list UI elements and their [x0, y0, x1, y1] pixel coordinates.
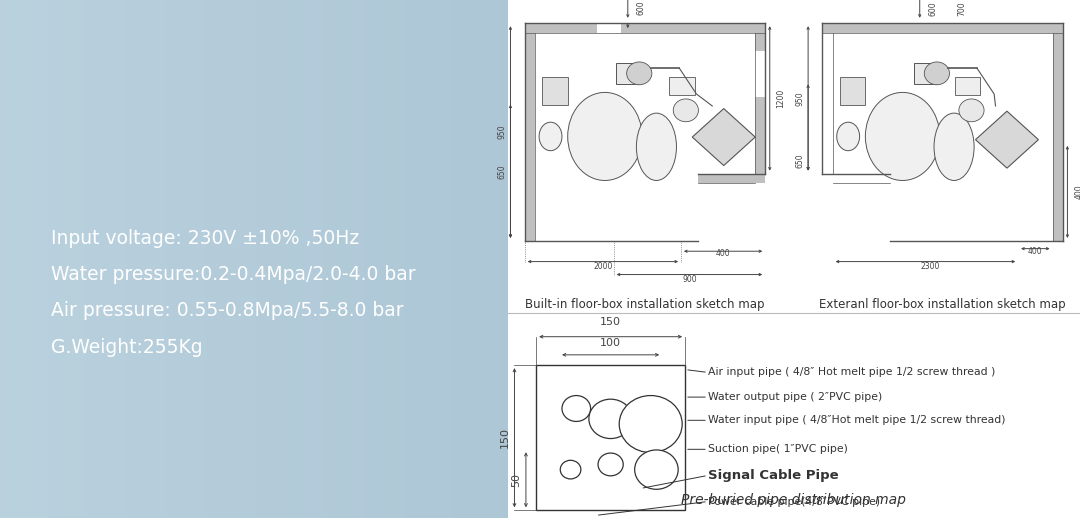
Text: 700: 700	[957, 2, 966, 16]
Bar	[823, 23, 1063, 33]
Text: 600: 600	[636, 1, 646, 15]
Bar	[1053, 23, 1063, 241]
Text: 900: 900	[683, 275, 697, 284]
Circle shape	[561, 461, 581, 479]
Text: 950: 950	[498, 125, 507, 139]
Text: 150: 150	[500, 427, 510, 448]
Text: Exteranl floor-box installation sketch map: Exteranl floor-box installation sketch m…	[820, 298, 1066, 311]
Text: G.Weight:255Kg: G.Weight:255Kg	[51, 338, 202, 356]
Bar	[537, 365, 685, 510]
Text: Suction pipe( 1″PVC pipe): Suction pipe( 1″PVC pipe)	[708, 444, 848, 454]
Bar	[669, 77, 694, 95]
Bar	[698, 174, 765, 183]
Ellipse shape	[837, 122, 860, 151]
Text: 950: 950	[795, 91, 804, 106]
Text: 2000: 2000	[593, 262, 612, 271]
Ellipse shape	[934, 113, 974, 180]
Circle shape	[619, 396, 683, 453]
Ellipse shape	[539, 122, 562, 151]
Text: 50: 50	[511, 473, 522, 487]
Bar	[955, 77, 981, 95]
Bar	[755, 23, 766, 51]
Text: 400: 400	[1028, 247, 1042, 256]
Circle shape	[924, 62, 949, 85]
Ellipse shape	[568, 92, 643, 180]
Text: Air input pipe ( 4/8″ Hot melt pipe 1/2 screw thread ): Air input pipe ( 4/8″ Hot melt pipe 1/2 …	[708, 367, 996, 378]
Bar	[914, 63, 937, 84]
Bar	[621, 23, 766, 33]
Text: Pre-buried pipe distribution map: Pre-buried pipe distribution map	[681, 493, 906, 507]
Text: 400: 400	[716, 249, 730, 258]
Circle shape	[959, 99, 984, 122]
Polygon shape	[975, 111, 1039, 168]
Text: 650: 650	[498, 164, 507, 179]
Circle shape	[589, 399, 633, 439]
Text: Water input pipe ( 4/8″Hot melt pipe 1/2 screw thread): Water input pipe ( 4/8″Hot melt pipe 1/2…	[708, 415, 1005, 425]
Text: 100: 100	[600, 338, 621, 348]
Bar	[1053, 23, 1063, 33]
Text: 600: 600	[929, 2, 937, 16]
Bar	[617, 63, 639, 84]
Text: 2300: 2300	[921, 262, 941, 271]
Text: Built-in floor-box installation sketch map: Built-in floor-box installation sketch m…	[525, 298, 765, 311]
Text: Water output pipe ( 2″PVC pipe): Water output pipe ( 2″PVC pipe)	[708, 392, 882, 402]
Ellipse shape	[865, 92, 940, 180]
Text: Air pressure: 0.55-0.8Mpa/5.5-8.0 bar: Air pressure: 0.55-0.8Mpa/5.5-8.0 bar	[51, 301, 404, 320]
Bar	[839, 77, 865, 105]
Text: Input voltage: 230V ±10% ,50Hz: Input voltage: 230V ±10% ,50Hz	[51, 229, 359, 248]
Ellipse shape	[636, 113, 676, 180]
Text: 150: 150	[600, 318, 621, 327]
Bar	[542, 77, 568, 105]
Text: Water pressure:0.2-0.4Mpa/2.0-4.0 bar: Water pressure:0.2-0.4Mpa/2.0-4.0 bar	[51, 265, 416, 284]
Text: Signal Cable Pipe: Signal Cable Pipe	[708, 469, 838, 482]
Circle shape	[626, 62, 652, 85]
Circle shape	[562, 396, 591, 422]
Circle shape	[598, 453, 623, 476]
Polygon shape	[692, 109, 755, 166]
Circle shape	[673, 99, 699, 122]
Text: 400: 400	[1075, 184, 1080, 199]
Circle shape	[635, 450, 678, 490]
Bar	[755, 97, 766, 174]
Bar	[525, 23, 597, 33]
Text: Power cable pipe(4/8″PVC pipe): Power cable pipe(4/8″PVC pipe)	[708, 497, 880, 507]
Text: 1200: 1200	[777, 89, 785, 108]
Text: 650: 650	[795, 154, 804, 168]
Bar	[525, 23, 535, 241]
